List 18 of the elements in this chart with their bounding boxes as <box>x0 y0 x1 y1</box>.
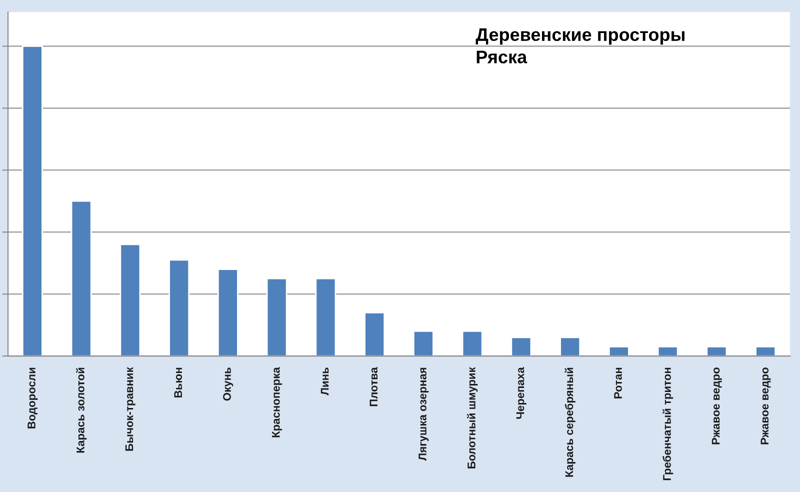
x-tick-label: Ротан <box>614 368 622 398</box>
x-tick-label: Вьюн <box>174 368 182 398</box>
chart-subtitle: Ряска <box>476 50 528 64</box>
x-tick-label: Бычок-травник <box>125 367 136 451</box>
x-tick-label: Ржавое ведро <box>712 368 722 444</box>
x-tick-label: Ржавое ведро <box>760 368 771 444</box>
x-tick-label: Черепаха <box>516 367 526 419</box>
x-tick-label: Красноперка <box>272 367 282 438</box>
x-tick-label: Карась золотой <box>76 368 87 453</box>
x-tick-label: Водоросли <box>28 368 38 428</box>
x-tick-label: Гребенчатый тритон <box>662 368 674 480</box>
x-tick-label: Окунь <box>223 368 234 401</box>
x-tick-label: Болотный шмурик <box>467 367 478 468</box>
chart-title: Деревенские просторы <box>476 28 684 45</box>
x-tick-label: Плотва <box>370 367 378 406</box>
x-tick-label: Карась серебряный <box>564 368 576 477</box>
x-tick-label: Линь <box>320 368 329 396</box>
x-tick-label: Лягушка озерная <box>418 368 429 461</box>
